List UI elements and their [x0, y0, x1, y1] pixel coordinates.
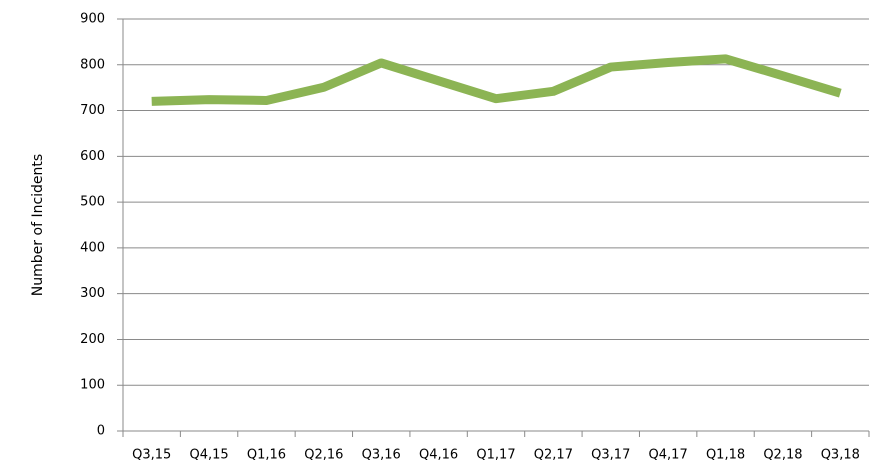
x-tick-label: Q3,18 — [821, 448, 860, 463]
y-axis-label: Number of Incidents — [30, 154, 46, 296]
y-tick-label: 0 — [97, 424, 105, 439]
x-tick-label: Q2,16 — [304, 448, 343, 463]
x-tick-label: Q1,18 — [706, 448, 745, 463]
x-tick-label: Q4,16 — [419, 448, 458, 463]
y-tick-label: 800 — [80, 57, 105, 72]
x-tick-label: Q3,15 — [132, 448, 171, 463]
x-tick-label: Q1,16 — [247, 448, 286, 463]
y-tick-label: 900 — [80, 12, 105, 27]
y-tick-label: 700 — [80, 103, 105, 118]
y-tick-label: 200 — [80, 332, 105, 347]
x-tick-label: Q1,17 — [476, 448, 515, 463]
y-tick-label: 500 — [80, 195, 105, 210]
x-tick-label: Q3,17 — [591, 448, 630, 463]
x-tick-label: Q3,16 — [362, 448, 401, 463]
y-tick-label: 300 — [80, 286, 105, 301]
y-tick-label: 400 — [80, 240, 105, 255]
y-tick-label: 600 — [80, 149, 105, 164]
x-tick-label: Q2,17 — [534, 448, 573, 463]
data-line — [151, 54, 842, 106]
x-tick-label: Q2,18 — [763, 448, 802, 463]
x-tick-label: Q4,17 — [649, 448, 688, 463]
x-tick-label: Q4,15 — [189, 448, 228, 463]
y-tick-label: 100 — [80, 378, 105, 393]
